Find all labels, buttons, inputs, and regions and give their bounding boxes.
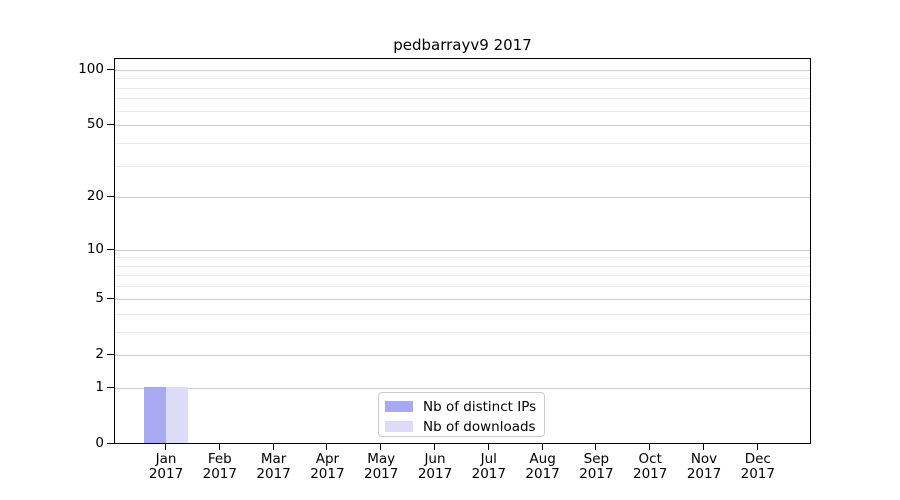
y-tick-label: 1 xyxy=(95,378,104,395)
y-tick-mark xyxy=(107,353,114,355)
x-tick-mark xyxy=(434,444,435,450)
y-tick-mark xyxy=(107,297,114,299)
y-tick-label: 5 xyxy=(95,289,104,306)
x-tick-mark xyxy=(649,444,651,450)
y-gridline-minor xyxy=(115,313,810,315)
x-tick-label-feb: Feb 2017 xyxy=(202,451,237,482)
y-gridline-minor xyxy=(115,257,810,259)
y-tick-mark xyxy=(107,68,114,70)
y-tick-mark xyxy=(107,386,114,388)
y-tick-label: 10 xyxy=(86,240,104,257)
x-tick-label-jun: Jun 2017 xyxy=(417,451,453,482)
x-tick-mark xyxy=(541,444,543,450)
y-gridline-minor xyxy=(115,78,810,80)
y-tick-label: 0 xyxy=(95,435,104,451)
y-tick-mark xyxy=(107,248,114,250)
x-tick-label-jul: Jul 2017 xyxy=(471,451,506,482)
x-tick-label-apr: Apr 2017 xyxy=(310,451,345,482)
legend-swatch-distinct-ips xyxy=(385,401,413,412)
y-gridline-minor xyxy=(115,87,810,89)
y-gridline-minor xyxy=(115,286,810,288)
bar-distinct-ips-jan xyxy=(144,386,166,443)
y-gridline-major xyxy=(115,125,810,127)
legend-label: Nb of distinct IPs xyxy=(423,398,537,415)
y-gridline-major xyxy=(115,249,810,251)
y-gridline-minor xyxy=(115,275,810,277)
plot-area xyxy=(114,58,811,444)
y-tick-label: 20 xyxy=(86,188,104,205)
y-gridline-major xyxy=(115,387,810,389)
y-gridline-minor xyxy=(115,331,810,333)
y-gridline-minor xyxy=(115,110,810,112)
legend-item: Nb of downloads xyxy=(385,418,536,435)
legend: Nb of distinct IPs Nb of downloads xyxy=(378,392,545,437)
x-tick-label-may: May 2017 xyxy=(364,451,399,482)
y-gridline-major xyxy=(115,197,810,199)
x-tick-mark xyxy=(703,444,704,450)
y-gridline-minor xyxy=(115,165,810,167)
x-tick-label-dec: Dec 2017 xyxy=(740,451,775,482)
x-tick-label-oct: Oct 2017 xyxy=(633,451,668,482)
legend-item: Nb of distinct IPs xyxy=(385,398,536,415)
x-tick-label-mar: Mar 2017 xyxy=(256,451,291,482)
y-tick-mark xyxy=(107,196,114,198)
chart-title: pedbarrayv9 2017 xyxy=(393,36,532,54)
x-tick-mark xyxy=(326,444,328,450)
y-gridline-minor xyxy=(115,98,810,100)
x-tick-mark xyxy=(218,444,220,450)
y-tick-mark xyxy=(107,443,114,444)
y-gridline-minor xyxy=(115,265,810,267)
y-gridline-major xyxy=(115,298,810,300)
x-tick-mark xyxy=(487,444,489,450)
legend-swatch-downloads xyxy=(385,421,413,432)
y-gridline-major xyxy=(115,354,810,356)
x-tick-label-jan: Jan 2017 xyxy=(148,451,184,482)
x-tick-label-aug: Aug 2017 xyxy=(525,451,560,482)
x-tick-mark xyxy=(380,444,382,450)
y-tick-label: 50 xyxy=(86,116,104,133)
x-tick-mark xyxy=(272,444,274,450)
y-gridline-major xyxy=(115,69,810,71)
x-tick-label-sep: Sep 2017 xyxy=(579,451,614,482)
y-gridline-minor xyxy=(115,142,810,144)
x-tick-label-nov: Nov 2017 xyxy=(686,451,722,482)
bar-downloads-jan xyxy=(166,386,188,443)
y-tick-label: 100 xyxy=(78,60,104,77)
x-tick-mark xyxy=(756,444,758,450)
x-tick-mark xyxy=(165,444,166,450)
x-tick-mark xyxy=(595,444,597,450)
legend-label: Nb of downloads xyxy=(423,418,536,435)
y-tick-mark xyxy=(107,124,114,126)
y-tick-label: 2 xyxy=(95,345,104,362)
